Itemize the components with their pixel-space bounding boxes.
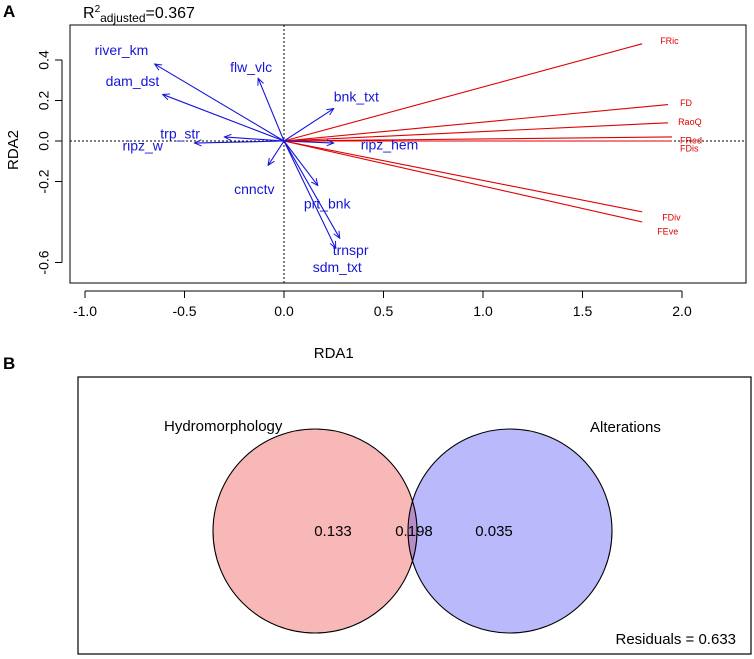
venn-diagram: Hydromorphology Alterations 0.133 0.198 0.03… (164, 418, 736, 648)
response-arrow-raoq (283, 122, 669, 142)
x-tick-label: 0.5 (374, 303, 394, 319)
r2-value: =0.367 (146, 5, 195, 22)
explanatory-arrow-bnk-txt (283, 109, 334, 142)
response-label-fdiv: FDiv (662, 212, 681, 222)
panel-a-label: A (3, 2, 15, 21)
x-tick-label: -0.5 (172, 303, 196, 319)
explanatory-label-bnk-txt: bnk_txt (334, 88, 379, 104)
response-arrow-fd (283, 104, 669, 142)
explanatory-arrow-flw-vlc (258, 78, 285, 142)
venn-outline-alterations (407, 428, 613, 634)
biplot-axes: -1.0 -0.5 0.0 0.5 1.0 1.5 2.0 RDA1 -0.6 -0.2 0.0 0.… (5, 50, 692, 362)
venn-value-intersection: 0.198 (395, 523, 433, 540)
explanatory-label-cnnctv: cnnctv (234, 181, 274, 197)
explanatory-label-flw-vlc: flw_vlc (230, 59, 272, 75)
venn-set-label-hydromorphology: Hydromorphology (164, 418, 283, 435)
explanatory-label-ripz-hem: ripz_hem (361, 137, 419, 153)
explanatory-arrow-cnnctv (268, 140, 285, 165)
explanatory-arrow-trnspr (283, 140, 340, 238)
venn-circle-hydromorphology (213, 429, 417, 633)
explanatory-arrow-prt-bnk (283, 140, 318, 186)
venn-value-hydromorphology: 0.133 (314, 523, 352, 540)
response-arrow-feve (283, 140, 643, 223)
r2-adjusted-annotation: R2adjusted=0.367 (83, 4, 195, 25)
explanatory-label-dam-dst: dam_dst (106, 73, 160, 89)
venn-set-label-alterations: Alterations (590, 419, 661, 436)
explanatory-label-ripz-w: ripz_w (122, 138, 163, 154)
x-tick-label: 0.0 (274, 303, 294, 319)
response-label-feve: FEve (657, 226, 678, 236)
biplot-frame (69, 24, 747, 284)
y-axis-title: RDA2 (5, 130, 22, 170)
explanatory-label-sdm-txt: sdm_txt (313, 259, 362, 275)
response-label-fric: FRic (660, 36, 679, 46)
venn-circle-alterations (408, 429, 612, 633)
response-label-fred: FRed (680, 135, 702, 145)
x-tick-label: 1.5 (573, 303, 593, 319)
y-tick-label: -0.6 (36, 250, 52, 274)
response-label-raoq: RaoQ (678, 117, 702, 127)
response-label-fdis: FDis (680, 143, 699, 153)
explanatory-label-trnspr: trnspr (333, 242, 369, 258)
explanatory-arrow-dam-dst (163, 94, 285, 142)
r2-superscript: 2 (95, 4, 101, 15)
biplot-reference-lines (70, 25, 746, 283)
venn-intersection (408, 501, 418, 561)
y-tick-label: 0.0 (36, 131, 52, 151)
venn-value-alterations: 0.035 (475, 523, 513, 540)
y-tick-label: -0.2 (36, 169, 52, 193)
explanatory-arrow-ripz-w (194, 141, 285, 143)
x-tick-label: -1.0 (73, 303, 97, 319)
explanatory-arrow-ripz-hem (283, 141, 334, 143)
venn-residuals: Residuals = 0.633 (616, 631, 737, 648)
response-arrow-fred (283, 136, 673, 142)
response-arrow-fric (283, 43, 643, 142)
explanatory-arrow-trp-str (224, 137, 285, 142)
panel-b-label: B (3, 354, 15, 373)
r2-subscript: adjusted (100, 11, 145, 25)
y-tick-label: 0.4 (36, 50, 52, 70)
explanatory-arrow-sdm-txt (283, 140, 336, 248)
explanatory-arrow-river-km (155, 64, 285, 142)
explanatory-label-river-km: river_km (95, 42, 149, 58)
venn-outline-hydromorphology (212, 428, 418, 634)
explanatory-label-trp-str: trp_str (160, 126, 200, 142)
y-tick-label: 0.2 (36, 91, 52, 111)
explanatory-arrows: river_kmdam_dstflw_vlcbnk_txttrp_strripz… (95, 42, 419, 275)
response-arrow-fdiv (283, 140, 643, 213)
response-label-fd: FD (680, 98, 692, 108)
x-tick-label: 1.0 (473, 303, 493, 319)
r2-prefix: R (83, 5, 95, 22)
x-axis-title: RDA1 (314, 345, 354, 362)
x-tick-label: 2.0 (672, 303, 692, 319)
